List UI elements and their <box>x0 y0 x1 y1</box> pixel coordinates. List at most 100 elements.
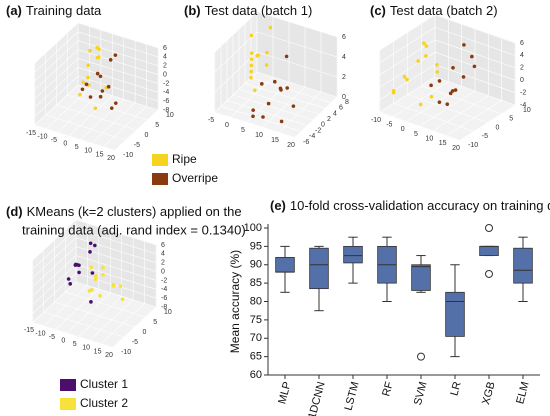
point <box>251 108 255 112</box>
legend-swatch <box>60 398 76 410</box>
y-tick-label: 65 <box>250 351 262 363</box>
grid-line <box>379 76 436 113</box>
point <box>249 57 254 62</box>
point <box>251 114 255 119</box>
x-tick-label: 20 <box>287 142 295 149</box>
x-tick-label: -10 <box>35 330 45 337</box>
grid-line <box>34 75 79 117</box>
panel-title-line: training data (adj. rand index = 0.1340) <box>22 222 246 237</box>
point <box>94 274 98 278</box>
legend-label: Cluster 1 <box>80 377 128 391</box>
point <box>109 106 114 110</box>
grid-line <box>54 301 135 328</box>
y-tick-label: 10 <box>166 112 174 119</box>
point <box>86 63 91 68</box>
x-tick-label: 0 <box>63 141 67 148</box>
y-tick-label: -5 <box>134 142 140 149</box>
grid-line <box>434 64 516 93</box>
panel-title: (e) 10-fold cross-validation accuracy on … <box>270 198 550 213</box>
point <box>451 66 455 70</box>
point <box>84 82 89 87</box>
point <box>89 265 94 270</box>
z-tick-label: 2 <box>161 260 165 267</box>
point <box>472 64 477 69</box>
flier <box>485 224 493 232</box>
y-tick-label: 0 <box>496 124 500 131</box>
box <box>343 245 363 264</box>
flier <box>417 352 425 361</box>
z-tick-label: -6 <box>163 98 169 105</box>
z-tick-label: 6 <box>161 242 165 249</box>
x-tick-label: -10 <box>37 133 47 140</box>
x-tick-label: XGB <box>480 380 498 406</box>
grid-line <box>421 85 502 115</box>
z-tick-label: 6 <box>520 40 524 47</box>
x-tick-label: 10 <box>82 345 90 352</box>
grid-line <box>67 94 148 121</box>
point <box>95 45 100 50</box>
grid-line <box>434 76 516 106</box>
point <box>405 77 409 82</box>
x-tick-label: 0 <box>401 126 405 133</box>
point <box>88 95 93 99</box>
point <box>77 263 81 268</box>
x-tick-label: 10 <box>255 132 263 139</box>
grid-line <box>232 94 314 121</box>
grid-line <box>75 281 157 308</box>
panel-title: (d) KMeans (k=2 clusters) applied on the <box>6 204 242 219</box>
grid-line <box>379 111 461 141</box>
x-tick-label: 10 <box>425 136 433 143</box>
panel-title-text: KMeans (k=2 clusters) applied on the <box>27 204 242 219</box>
y-tick-label: -10 <box>121 349 131 356</box>
panel-title-text: Training data <box>26 3 102 18</box>
grid-line <box>34 67 79 108</box>
grid-line <box>393 102 474 132</box>
z-tick-label: -2 <box>520 89 526 96</box>
y-tick-label: -6 <box>303 139 309 146</box>
box <box>411 264 431 291</box>
grid-line <box>34 22 79 64</box>
y-tick-label: 5 <box>509 116 513 123</box>
point <box>93 277 98 282</box>
z-tick-label: 0 <box>163 71 167 78</box>
grid-line <box>256 11 338 38</box>
flier <box>485 269 493 278</box>
grid-line <box>77 75 159 102</box>
point <box>250 51 254 55</box>
x-tick-label: 15 <box>439 140 447 147</box>
grid-line <box>75 255 157 281</box>
point <box>249 63 254 68</box>
point <box>88 250 92 254</box>
point <box>86 75 90 80</box>
grid-line <box>250 77 332 104</box>
point <box>78 92 82 97</box>
point <box>448 91 453 96</box>
x-tick-label: 15 <box>94 348 102 355</box>
grid-line <box>434 27 516 56</box>
grid-line <box>34 84 79 126</box>
grid-line <box>75 219 157 246</box>
grid-line <box>32 228 77 270</box>
point <box>101 272 105 277</box>
point <box>450 89 455 93</box>
point <box>93 106 98 111</box>
point <box>113 53 118 57</box>
y-tick-label: 75 <box>250 314 262 326</box>
y-tick-label: 60 <box>250 369 262 381</box>
y-tick-label: 10 <box>523 107 531 114</box>
z-tick-label: -2 <box>163 80 169 87</box>
x-tick-label: -5 <box>386 122 392 129</box>
x-tick-label: 0 <box>225 122 229 129</box>
z-tick-label: -8 <box>163 107 169 114</box>
grid-line <box>77 58 159 84</box>
x-tick-label: MLP <box>276 380 293 405</box>
grid-line <box>75 228 157 255</box>
x-tick-label: RF <box>380 380 395 398</box>
point <box>261 115 265 119</box>
z-tick-label: -4 <box>161 286 167 293</box>
point <box>95 55 100 60</box>
grid-line <box>379 64 436 100</box>
y-tick-label: 95 <box>250 240 262 252</box>
z-tick-label: 2 <box>163 63 167 70</box>
y-tick-label: -5 <box>132 339 138 346</box>
